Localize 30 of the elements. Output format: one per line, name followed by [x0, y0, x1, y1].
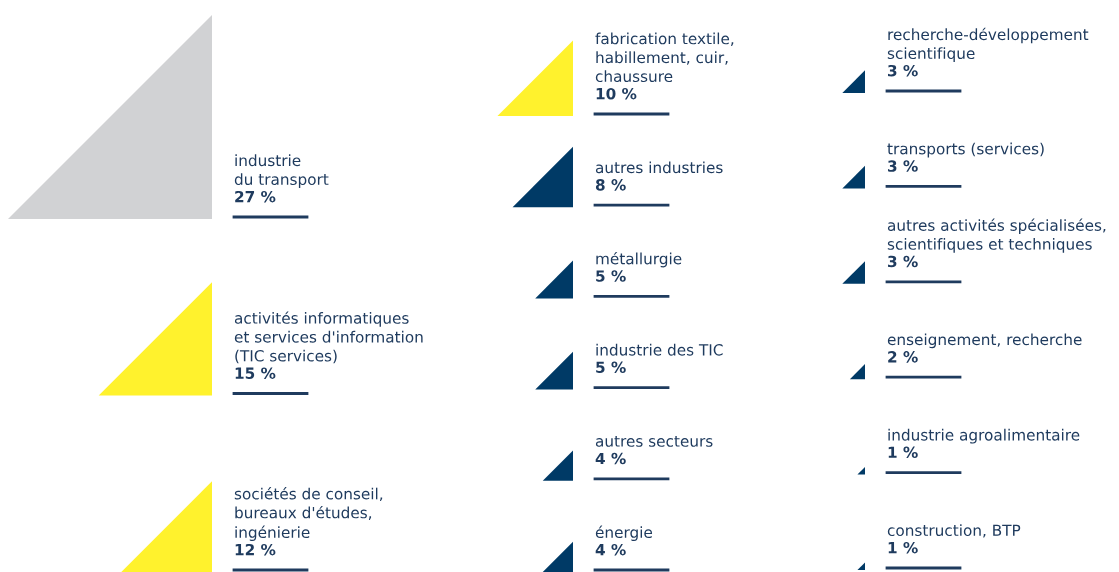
category-label: transports (services)	[887, 142, 1044, 158]
category-label: industrie du transport	[234, 154, 329, 188]
data-label: 3 %	[888, 255, 918, 268]
category-label: métallurgie	[596, 252, 682, 268]
data-label: 2 %	[888, 351, 918, 363]
data-label: 1 %	[888, 541, 918, 554]
data-label: 5 %	[596, 361, 626, 374]
category-label: enseignement, recherche	[887, 333, 1082, 349]
data-label: 1 %	[888, 446, 918, 459]
data-label: 5 %	[596, 270, 626, 282]
data-label: 12 %	[235, 543, 276, 556]
category-label: sociétés de conseil, bureaux d'études, ingénierie	[234, 487, 383, 541]
category-label: autres activités spécialisées, scientifiques et techniques	[887, 218, 1106, 253]
category-label: autres industries	[595, 161, 723, 174]
data-label: 4 %	[595, 543, 626, 556]
category-label: fabrication textile, habillement, cuir, chaussure	[595, 32, 734, 83]
data-label: 8 %	[595, 179, 626, 191]
data-label: 3 %	[888, 160, 918, 172]
category-label: autres secteurs	[595, 435, 713, 447]
data-label: 3 %	[888, 64, 918, 77]
category-label: industrie des TIC	[596, 343, 723, 356]
category-label: industrie agroalimentaire	[888, 428, 1080, 444]
category-label: énergie	[595, 525, 653, 541]
data-label: 10 %	[596, 87, 637, 100]
data-label: 15 %	[235, 367, 276, 379]
category-label: construction, BTP	[887, 524, 1021, 538]
category-label: activités informatiques et services d'information (TIC services)	[234, 311, 423, 364]
data-label: 27 %	[235, 190, 276, 203]
category-label: recherche-développement scientifique	[887, 27, 1089, 62]
data-label: 4 %	[595, 452, 626, 465]
